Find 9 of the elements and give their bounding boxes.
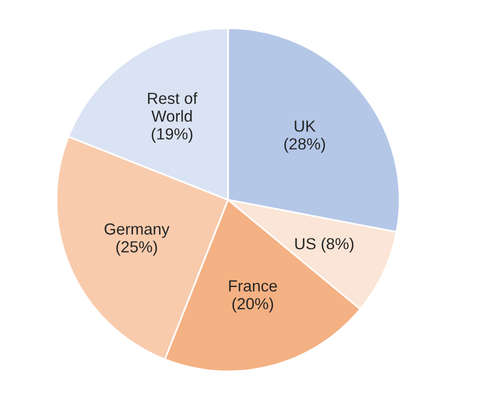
slice-label: Rest of World [148, 92, 198, 122]
slice-label: France [229, 280, 277, 292]
data-label: (19%) [152, 128, 192, 143]
data-label: (25%) [116, 240, 157, 256]
slice-label: UK [294, 120, 316, 132]
data-label: (20%) [232, 298, 274, 313]
data-label: (28%) [284, 138, 325, 153]
slice-label: Germany [104, 223, 170, 238]
slice-label: US (8%) [295, 238, 354, 253]
